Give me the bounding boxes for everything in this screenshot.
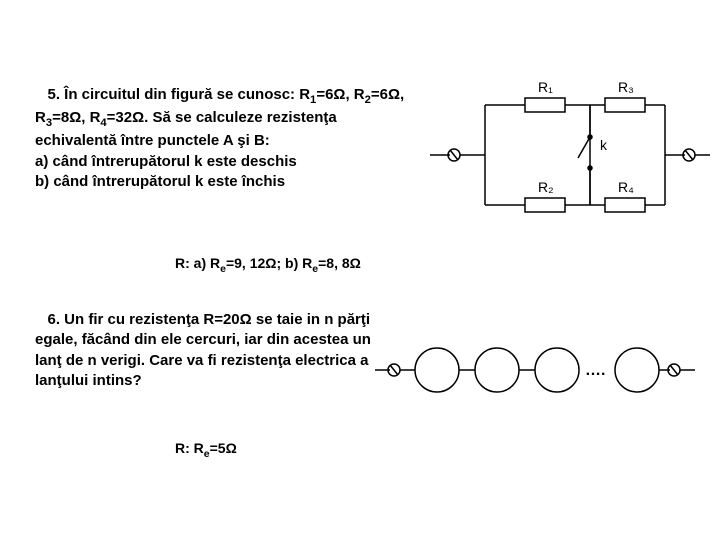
problem-6-text: 6. Un fir cu rezistenţa R=20Ω se taie in… [35, 310, 375, 391]
label-r3: R₃ [618, 80, 634, 95]
circuit-diagram-2: …. [375, 335, 695, 410]
answer-6-text: R: Re=5Ω [175, 440, 237, 460]
ellipsis-dots: …. [585, 362, 605, 379]
circuit-diagram-1: R₁ R₃ R₂ R₄ k [430, 80, 710, 235]
label-r1: R₁ [538, 80, 553, 95]
label-k: k [600, 137, 608, 153]
answer-5-text: R: a) Re=9, 12Ω; b) Re=8, 8Ω [175, 255, 361, 275]
problem-5-text: 5. În circuitul din figură se cunosc: R1… [35, 85, 415, 192]
label-r4: R₄ [618, 179, 634, 195]
label-r2: R₂ [538, 179, 554, 195]
